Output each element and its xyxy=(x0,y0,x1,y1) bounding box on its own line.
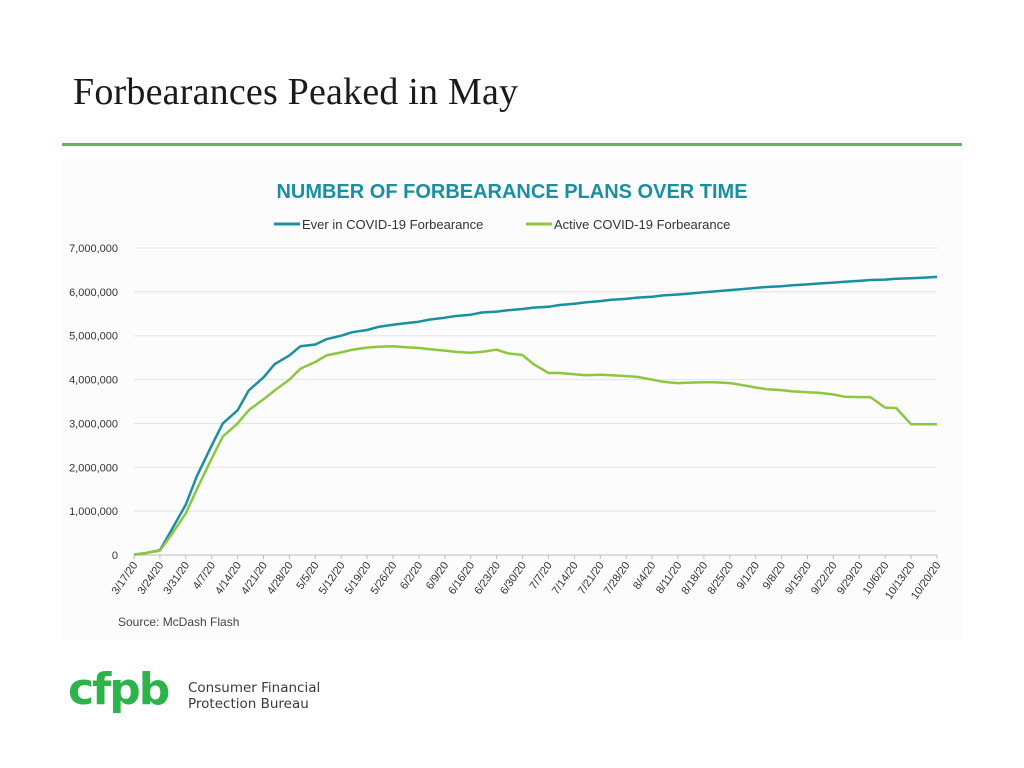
chart-legend: Ever in COVID-19 Forbearance Active COVI… xyxy=(274,217,730,232)
x-tick-label: 3/31/20 xyxy=(161,560,192,597)
y-tick-label: 0 xyxy=(112,550,118,562)
chart-gridlines xyxy=(134,247,937,556)
y-axis-tick-labels: 0 1,000,000 2,000,000 3,000,000 4,000,000 5,0… xyxy=(69,243,118,562)
y-tick-label: 7,000,000 xyxy=(69,243,118,255)
chart-series xyxy=(133,275,938,556)
slide-title: Forbearances Peaked in May xyxy=(73,71,519,113)
series-line-ever-in-forbearance xyxy=(133,275,938,556)
logo-line-2: Protection Bureau xyxy=(188,696,309,712)
x-tick-label: 6/30/20 xyxy=(498,560,529,597)
chart-title: NUMBER OF FORBEARANCE PLANS OVER TIME xyxy=(276,181,747,203)
x-axis-tick-labels: 3/17/203/24/203/31/204/7/204/14/204/21/2… xyxy=(110,555,943,602)
series-line-active-forbearance xyxy=(133,344,937,556)
x-tick-label: 6/2/20 xyxy=(398,560,425,592)
cfpb-logo-mark: cfpb xyxy=(68,664,170,715)
y-tick-label: 1,000,000 xyxy=(69,506,118,518)
title-divider xyxy=(62,143,962,146)
x-tick-label: 7/28/20 xyxy=(602,560,633,597)
x-tick-label: 8/25/20 xyxy=(705,560,736,597)
y-tick-label: 6,000,000 xyxy=(69,287,118,299)
y-tick-label: 3,000,000 xyxy=(69,418,118,430)
forbearance-line-chart: NUMBER OF FORBEARANCE PLANS OVER TIME Ev… xyxy=(69,181,943,629)
chart-source: Source: McDash Flash xyxy=(118,615,239,629)
y-tick-label: 4,000,000 xyxy=(69,375,118,387)
y-tick-label: 2,000,000 xyxy=(69,462,118,474)
cfpb-logo: cfpb Consumer Financial Protection Burea… xyxy=(68,664,368,728)
x-tick-label: 5/26/20 xyxy=(369,560,400,597)
x-tick-label: 4/28/20 xyxy=(265,560,296,597)
chart-panel: NUMBER OF FORBEARANCE PLANS OVER TIME Ev… xyxy=(62,160,962,640)
y-tick-label: 5,000,000 xyxy=(69,331,118,343)
legend-label-ever: Ever in COVID-19 Forbearance xyxy=(302,217,483,232)
legend-label-active: Active COVID-19 Forbearance xyxy=(554,217,730,232)
cfpb-logo-text: Consumer Financial Protection Bureau xyxy=(188,680,320,712)
logo-line-1: Consumer Financial xyxy=(188,680,321,696)
x-tick-label: 9/1/20 xyxy=(735,560,762,592)
